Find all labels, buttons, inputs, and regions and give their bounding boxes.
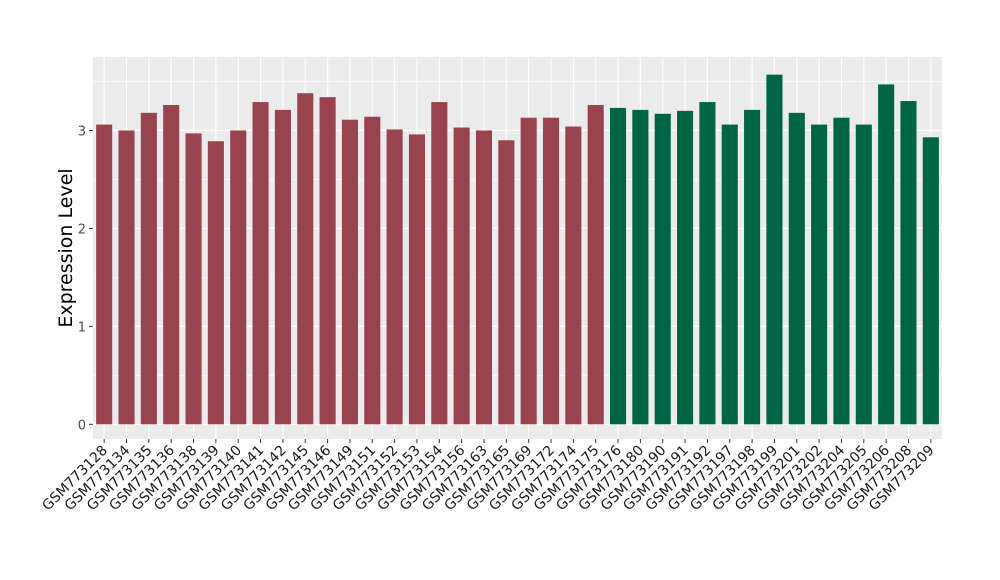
bar-GSM773165 bbox=[498, 140, 515, 425]
bar-GSM773154 bbox=[431, 102, 448, 425]
bar-GSM773175 bbox=[587, 104, 604, 425]
y-tick-label: 1 bbox=[78, 320, 86, 335]
bar-GSM773163 bbox=[475, 130, 493, 425]
bar-GSM773153 bbox=[408, 134, 426, 425]
y-axis-title: Expression Level bbox=[55, 168, 77, 327]
bar-GSM773192 bbox=[699, 102, 716, 425]
x-axis: GSM773128GSM773134GSM773135GSM773136GSM7… bbox=[39, 439, 938, 514]
bar-GSM773145 bbox=[297, 93, 314, 425]
bar-GSM773180 bbox=[632, 109, 649, 425]
bar-GSM773128 bbox=[96, 124, 113, 425]
bar-GSM773174 bbox=[565, 126, 582, 425]
bar-GSM773138 bbox=[185, 133, 202, 425]
bar-GSM773140 bbox=[230, 130, 247, 425]
bar-GSM773169 bbox=[520, 117, 537, 425]
y-tick-label: 3 bbox=[78, 124, 86, 139]
bar-GSM773198 bbox=[744, 109, 761, 425]
bar-GSM773152 bbox=[386, 129, 403, 425]
bar-GSM773206 bbox=[878, 84, 895, 425]
bar-GSM773146 bbox=[319, 97, 336, 425]
bar-GSM773205 bbox=[855, 124, 872, 425]
bars bbox=[96, 74, 939, 425]
bar-GSM773201 bbox=[788, 112, 805, 425]
bar-GSM773209 bbox=[922, 137, 939, 425]
bar-GSM773136 bbox=[163, 104, 180, 425]
bar-GSM773191 bbox=[677, 110, 694, 425]
bar-GSM773172 bbox=[542, 117, 560, 425]
bar-GSM773139 bbox=[207, 141, 224, 425]
bar-GSM773142 bbox=[274, 109, 291, 425]
bar-GSM773149 bbox=[341, 119, 358, 425]
y-axis: 0 1 2 3 bbox=[78, 124, 93, 433]
y-tick-label: 2 bbox=[78, 222, 86, 237]
bar-GSM773156 bbox=[453, 127, 470, 425]
bar-GSM773134 bbox=[118, 130, 135, 425]
bar-GSM773202 bbox=[811, 124, 828, 425]
y-tick-label: 0 bbox=[78, 418, 86, 433]
bar-GSM773199 bbox=[766, 74, 783, 425]
bar-GSM773197 bbox=[721, 124, 738, 425]
bar-GSM773135 bbox=[140, 112, 157, 425]
bar-GSM773151 bbox=[364, 116, 381, 425]
bar-GSM773141 bbox=[252, 102, 269, 425]
bar-GSM773190 bbox=[654, 113, 671, 425]
bar-GSM773176 bbox=[609, 107, 627, 425]
bar-GSM773208 bbox=[900, 101, 917, 425]
bar-GSM773204 bbox=[833, 117, 850, 425]
